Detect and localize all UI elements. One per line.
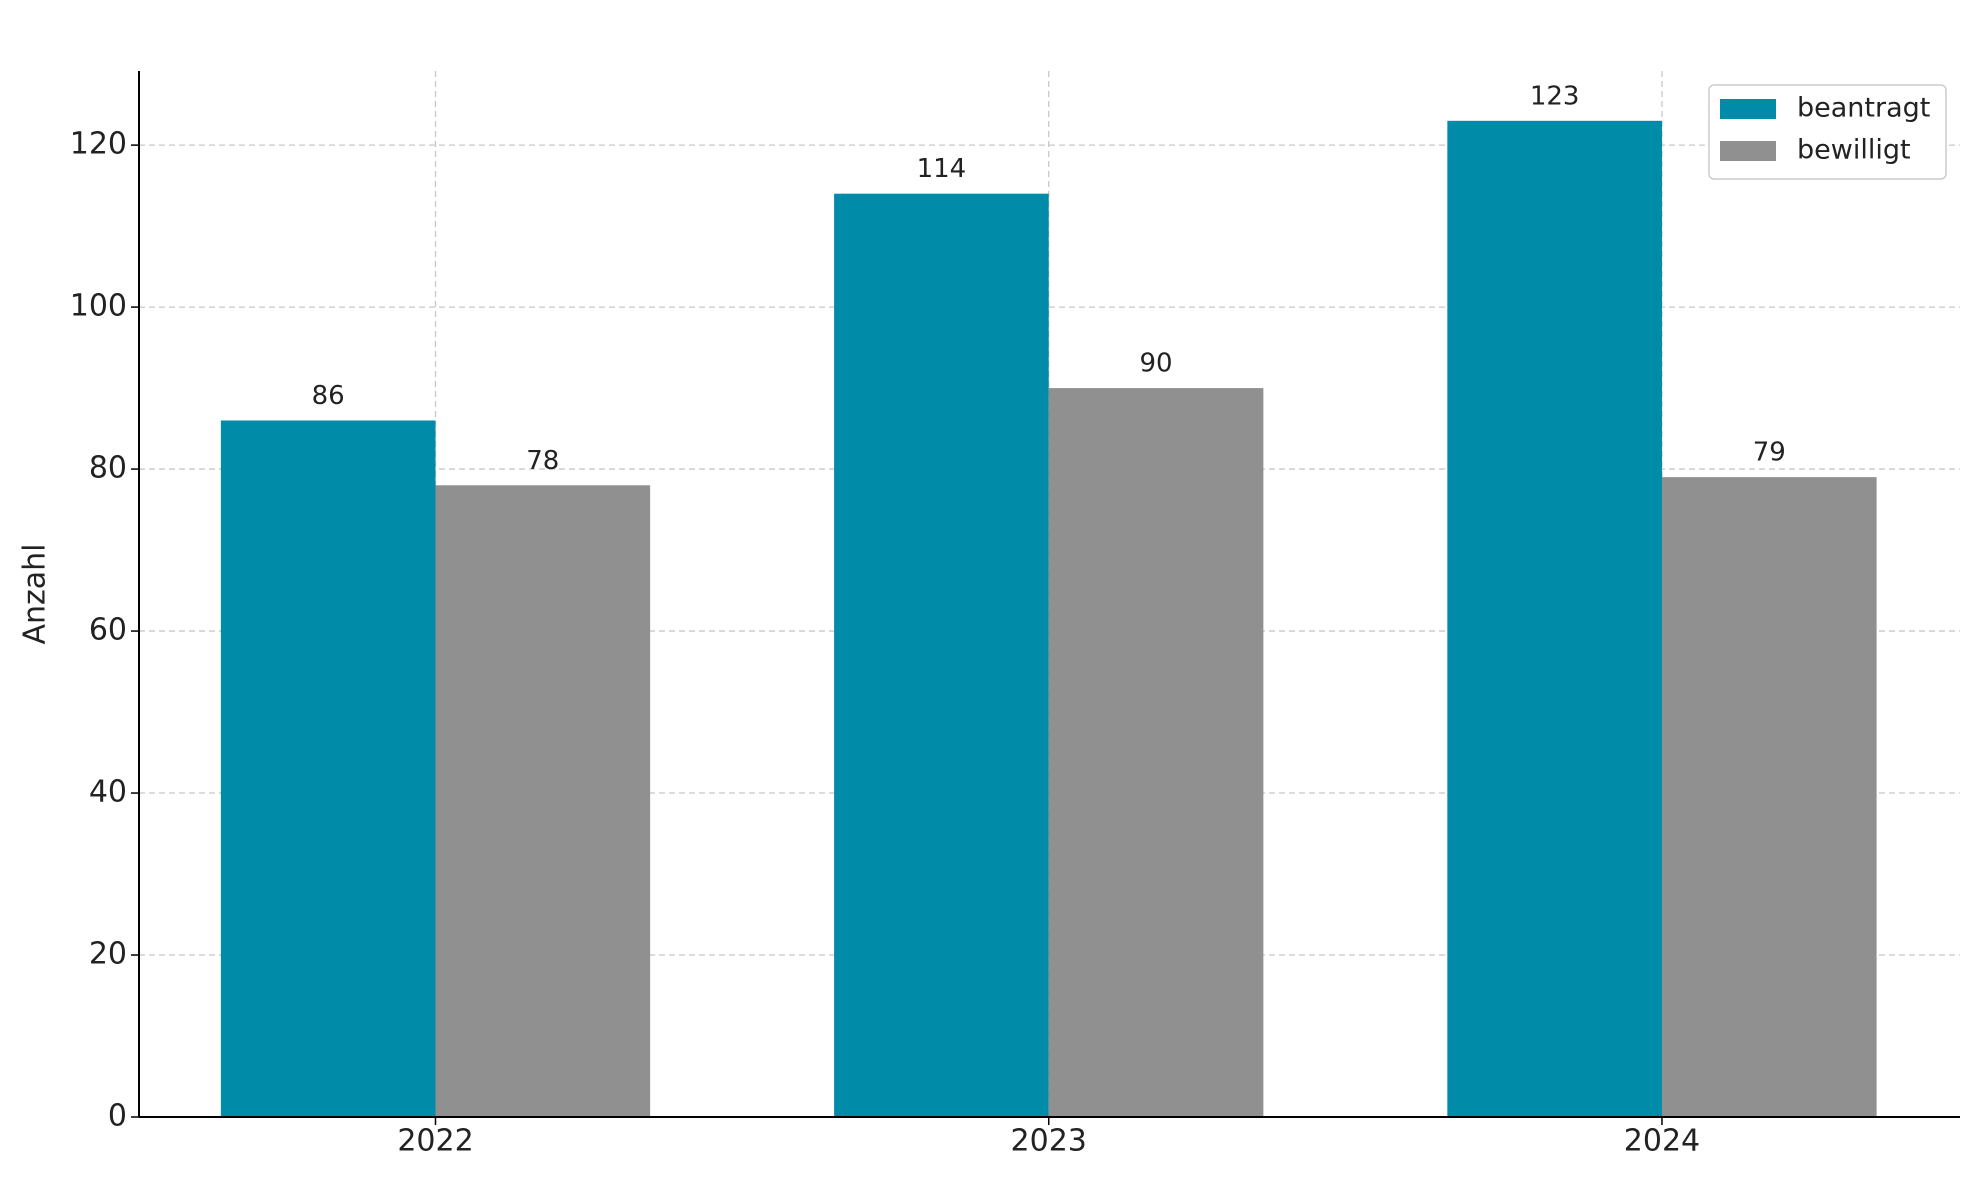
x-tick-label: 2024 bbox=[1624, 1124, 1700, 1159]
bar bbox=[834, 193, 1049, 1117]
bar bbox=[435, 485, 651, 1118]
y-tick-label: 20 bbox=[89, 937, 127, 972]
bar bbox=[1048, 388, 1264, 1117]
bar bbox=[1447, 120, 1662, 1118]
y-tick-label: 100 bbox=[70, 289, 127, 324]
y-axis-label: Anzahl bbox=[18, 543, 53, 644]
legend-swatch bbox=[1720, 99, 1776, 119]
y-tick-label: 80 bbox=[89, 451, 127, 486]
legend-label: bewilligt bbox=[1797, 135, 1911, 166]
legend-swatch bbox=[1720, 141, 1776, 161]
value-label: 90 bbox=[1140, 349, 1173, 379]
value-label: 86 bbox=[312, 381, 345, 411]
value-label: 78 bbox=[526, 446, 559, 476]
x-tick-label: 2022 bbox=[397, 1124, 473, 1159]
y-tick-label: 40 bbox=[89, 775, 127, 810]
bar bbox=[220, 420, 436, 1117]
value-label: 114 bbox=[917, 154, 967, 184]
bar bbox=[1661, 477, 1877, 1117]
y-tick-label: 60 bbox=[89, 613, 127, 648]
x-tick-label: 2023 bbox=[1011, 1124, 1087, 1159]
value-label: 123 bbox=[1530, 81, 1580, 111]
legend-label: beantragt bbox=[1797, 93, 1930, 124]
y-tick-label: 120 bbox=[70, 127, 127, 162]
value-label: 79 bbox=[1753, 438, 1786, 468]
y-tick-label: 0 bbox=[108, 1099, 127, 1134]
